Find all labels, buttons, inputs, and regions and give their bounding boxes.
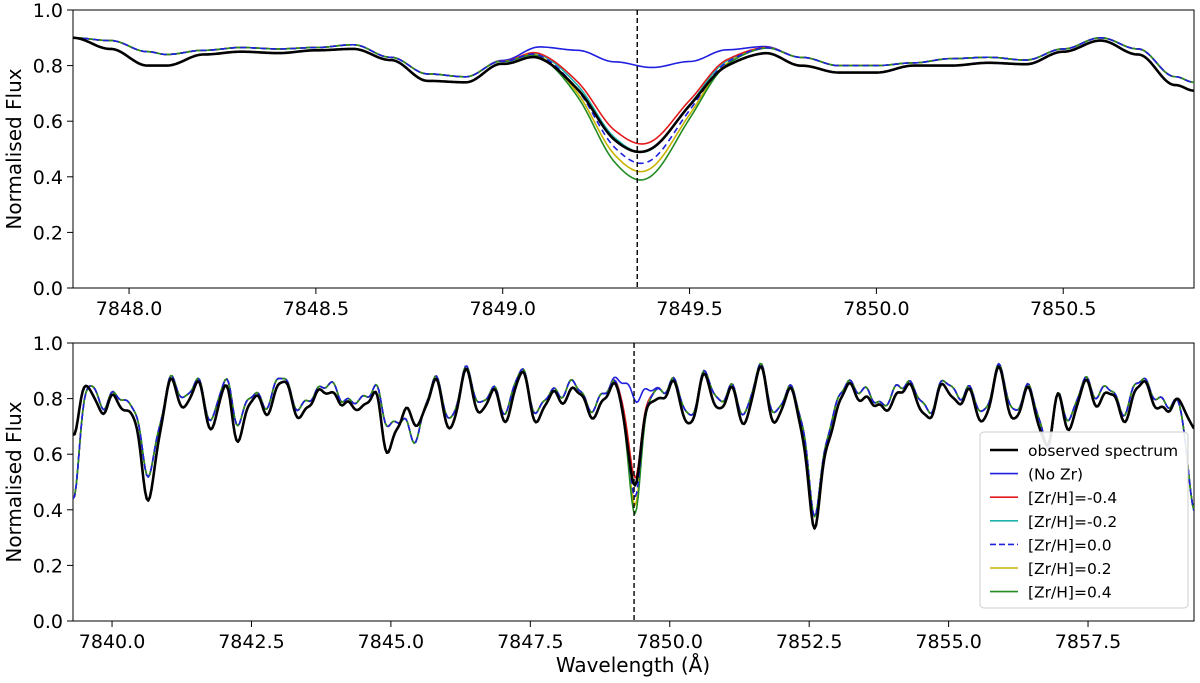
legend-box — [979, 431, 1189, 609]
bottom-y-tick-label: 0.2 — [33, 555, 63, 577]
legend-label: (No Zr) — [1028, 466, 1083, 484]
bottom-x-tick-label: 7850.0 — [637, 631, 703, 653]
bottom-y-tick-label: 0.6 — [33, 444, 63, 466]
top-x-tick-label: 7850.5 — [1030, 298, 1096, 320]
bottom-x-tick-label: 7847.5 — [497, 631, 563, 653]
top-x-tick-label: 7849.5 — [656, 298, 722, 320]
legend: observed spectrum (No Zr) [Zr/H]=-0.4 [Zr/H… — [979, 431, 1189, 609]
top-y-axis-label: Normalised Flux — [2, 68, 26, 229]
top-x-tick-label: 7850.0 — [843, 298, 909, 320]
bottom-x-tick-label: 7855.0 — [915, 631, 981, 653]
x-axis-label: Wavelength (Å) — [556, 653, 710, 677]
bottom-x-tick-label: 7840.0 — [79, 631, 145, 653]
bottom-x-tick-label: 7842.5 — [218, 631, 284, 653]
legend-label: [Zr/H]=0.2 — [1028, 560, 1112, 578]
bottom-y-axis-label: Normalised Flux — [2, 401, 26, 562]
legend-label: [Zr/H]=0.0 — [1028, 536, 1112, 554]
top-x-tick-label: 7848.0 — [96, 298, 162, 320]
bottom-y-tick-label: 0.0 — [33, 611, 63, 633]
top-x-tick-label: 7849.0 — [469, 298, 535, 320]
legend-label: observed spectrum — [1028, 442, 1178, 460]
bottom-x-tick-label: 7845.0 — [358, 631, 424, 653]
top-series-zr-h-0-0 — [73, 37, 1194, 165]
top-y-tick-label: 1.0 — [33, 0, 63, 22]
top-series-observed-spectrum — [73, 36, 1194, 154]
top-panel-frame — [72, 9, 1195, 289]
top-y-tick-label: 0.6 — [33, 111, 63, 133]
legend-label: [Zr/H]=-0.4 — [1028, 489, 1117, 507]
bottom-y-tick-label: 1.0 — [33, 333, 63, 355]
legend-label: [Zr/H]=0.4 — [1028, 584, 1112, 602]
top-y-tick-label: 0.8 — [33, 56, 63, 78]
top-y-tick-label: 0.4 — [33, 167, 63, 189]
bottom-y-tick-label: 0.8 — [33, 389, 63, 411]
top-y-tick-label: 0.0 — [33, 278, 63, 300]
top-panel: 7848.0 7848.5 7849.0 7849.5 7850.0 7850.5 0.0 0… — [2, 0, 1195, 320]
top-x-tick-label: 7848.5 — [283, 298, 349, 320]
bottom-x-tick-label: 7857.5 — [1055, 631, 1121, 653]
top-y-tick-label: 0.2 — [33, 222, 63, 244]
legend-label: [Zr/H]=-0.2 — [1028, 513, 1117, 531]
bottom-y-tick-label: 0.4 — [33, 500, 63, 522]
bottom-x-tick-label: 7852.5 — [776, 631, 842, 653]
